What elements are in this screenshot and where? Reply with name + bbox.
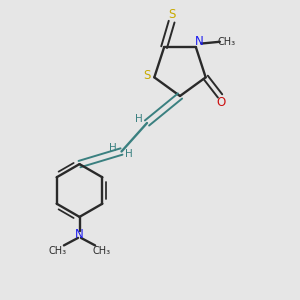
Text: H: H <box>135 114 142 124</box>
Text: O: O <box>216 96 226 109</box>
Text: N: N <box>75 228 84 242</box>
Text: CH₃: CH₃ <box>218 37 236 47</box>
Text: H: H <box>109 143 117 153</box>
Text: S: S <box>143 69 151 82</box>
Text: S: S <box>169 8 176 21</box>
Text: N: N <box>194 35 203 48</box>
Text: H: H <box>125 149 133 160</box>
Text: CH₃: CH₃ <box>48 246 66 256</box>
Text: CH₃: CH₃ <box>93 246 111 256</box>
